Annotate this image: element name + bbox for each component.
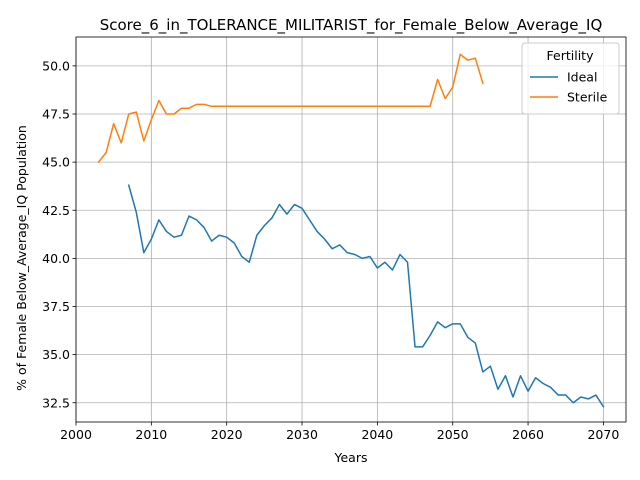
x-tick-label: 2010 <box>135 427 167 442</box>
x-axis-label: Years <box>334 450 368 465</box>
x-tick-label: 2030 <box>286 427 318 442</box>
x-tick-label: 2020 <box>211 427 243 442</box>
legend-label-ideal: Ideal <box>567 70 597 85</box>
x-tick-label: 2040 <box>361 427 393 442</box>
x-tick-label: 2050 <box>437 427 469 442</box>
x-tick-label: 2000 <box>60 427 92 442</box>
series-lines <box>97 53 605 408</box>
y-tick-label: 37.5 <box>42 299 70 314</box>
legend: Fertility Ideal Sterile <box>521 42 620 115</box>
series-line-sterile <box>97 53 484 164</box>
y-tick-label: 32.5 <box>42 395 70 410</box>
y-tick-label: 50.0 <box>42 58 70 73</box>
y-tick-label: 45.0 <box>42 155 70 170</box>
axis-ticks: 2000 2010 2020 2030 2040 2050 2060 2070 32.5 35.0… <box>42 58 619 442</box>
series-line-ideal <box>127 184 605 408</box>
y-axis-label: % of Female Below_Average_IQ Population <box>14 125 29 391</box>
legend-label-sterile: Sterile <box>567 90 608 105</box>
y-tick-label: 47.5 <box>42 107 70 122</box>
y-tick-label: 35.0 <box>42 347 70 362</box>
y-tick-label: 42.5 <box>42 203 70 218</box>
chart-title: Score_6_in_TOLERANCE_MILITARIST_for_Fema… <box>100 16 603 35</box>
x-tick-label: 2060 <box>512 427 544 442</box>
legend-title: Fertility <box>547 48 595 63</box>
y-tick-label: 40.0 <box>42 251 70 266</box>
plot-frame <box>75 36 627 423</box>
x-tick-label: 2070 <box>587 427 619 442</box>
